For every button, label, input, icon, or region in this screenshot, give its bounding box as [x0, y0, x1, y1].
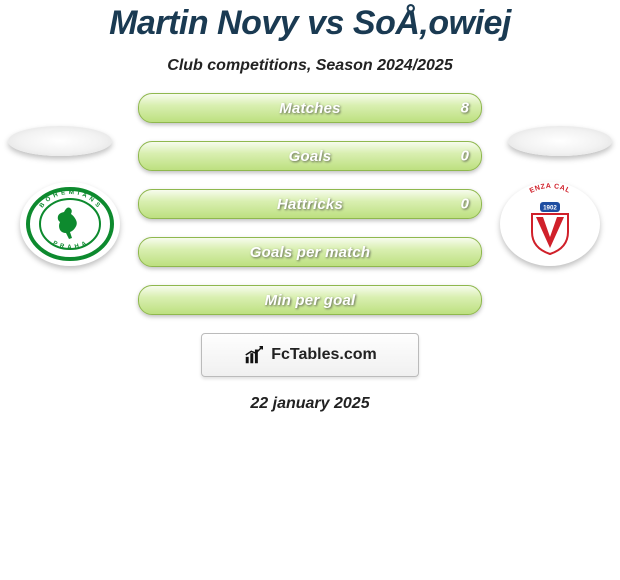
- stat-row: Goals 0: [138, 141, 482, 171]
- chart-icon: [243, 344, 265, 366]
- player-avatar-left: [8, 126, 112, 156]
- stat-row: Goals per match: [138, 237, 482, 267]
- fctables-banner[interactable]: FcTables.com: [201, 333, 419, 377]
- vicenza-crest-icon: ENZA CAL 1902: [500, 182, 600, 266]
- bohemians-crest-icon: B O H E M I A N S P R A H A: [20, 182, 120, 266]
- page-title: Martin Novy vs SoÅ‚owiej: [0, 4, 620, 43]
- stat-row: Hattricks 0: [138, 189, 482, 219]
- banner-text: FcTables.com: [271, 346, 377, 364]
- stat-value-right: 0: [461, 196, 469, 213]
- stat-value-right: 0: [461, 148, 469, 165]
- club-crest-left: B O H E M I A N S P R A H A: [20, 182, 120, 266]
- date-label: 22 january 2025: [0, 395, 620, 413]
- svg-text:1902: 1902: [543, 205, 557, 212]
- club-crest-right: ENZA CAL 1902: [500, 182, 600, 266]
- stat-row: Min per goal: [138, 285, 482, 315]
- stat-row: Matches 8: [138, 93, 482, 123]
- comparison-card: Martin Novy vs SoÅ‚owiej Club competitio…: [0, 4, 620, 580]
- stat-label: Goals: [289, 148, 332, 165]
- stat-value-right: 8: [461, 100, 469, 117]
- stat-label: Goals per match: [250, 244, 371, 261]
- player-avatar-right: [508, 126, 612, 156]
- stat-label: Hattricks: [277, 196, 343, 213]
- stat-label: Matches: [279, 100, 340, 117]
- subtitle: Club competitions, Season 2024/2025: [0, 57, 620, 75]
- stat-label: Min per goal: [265, 292, 356, 309]
